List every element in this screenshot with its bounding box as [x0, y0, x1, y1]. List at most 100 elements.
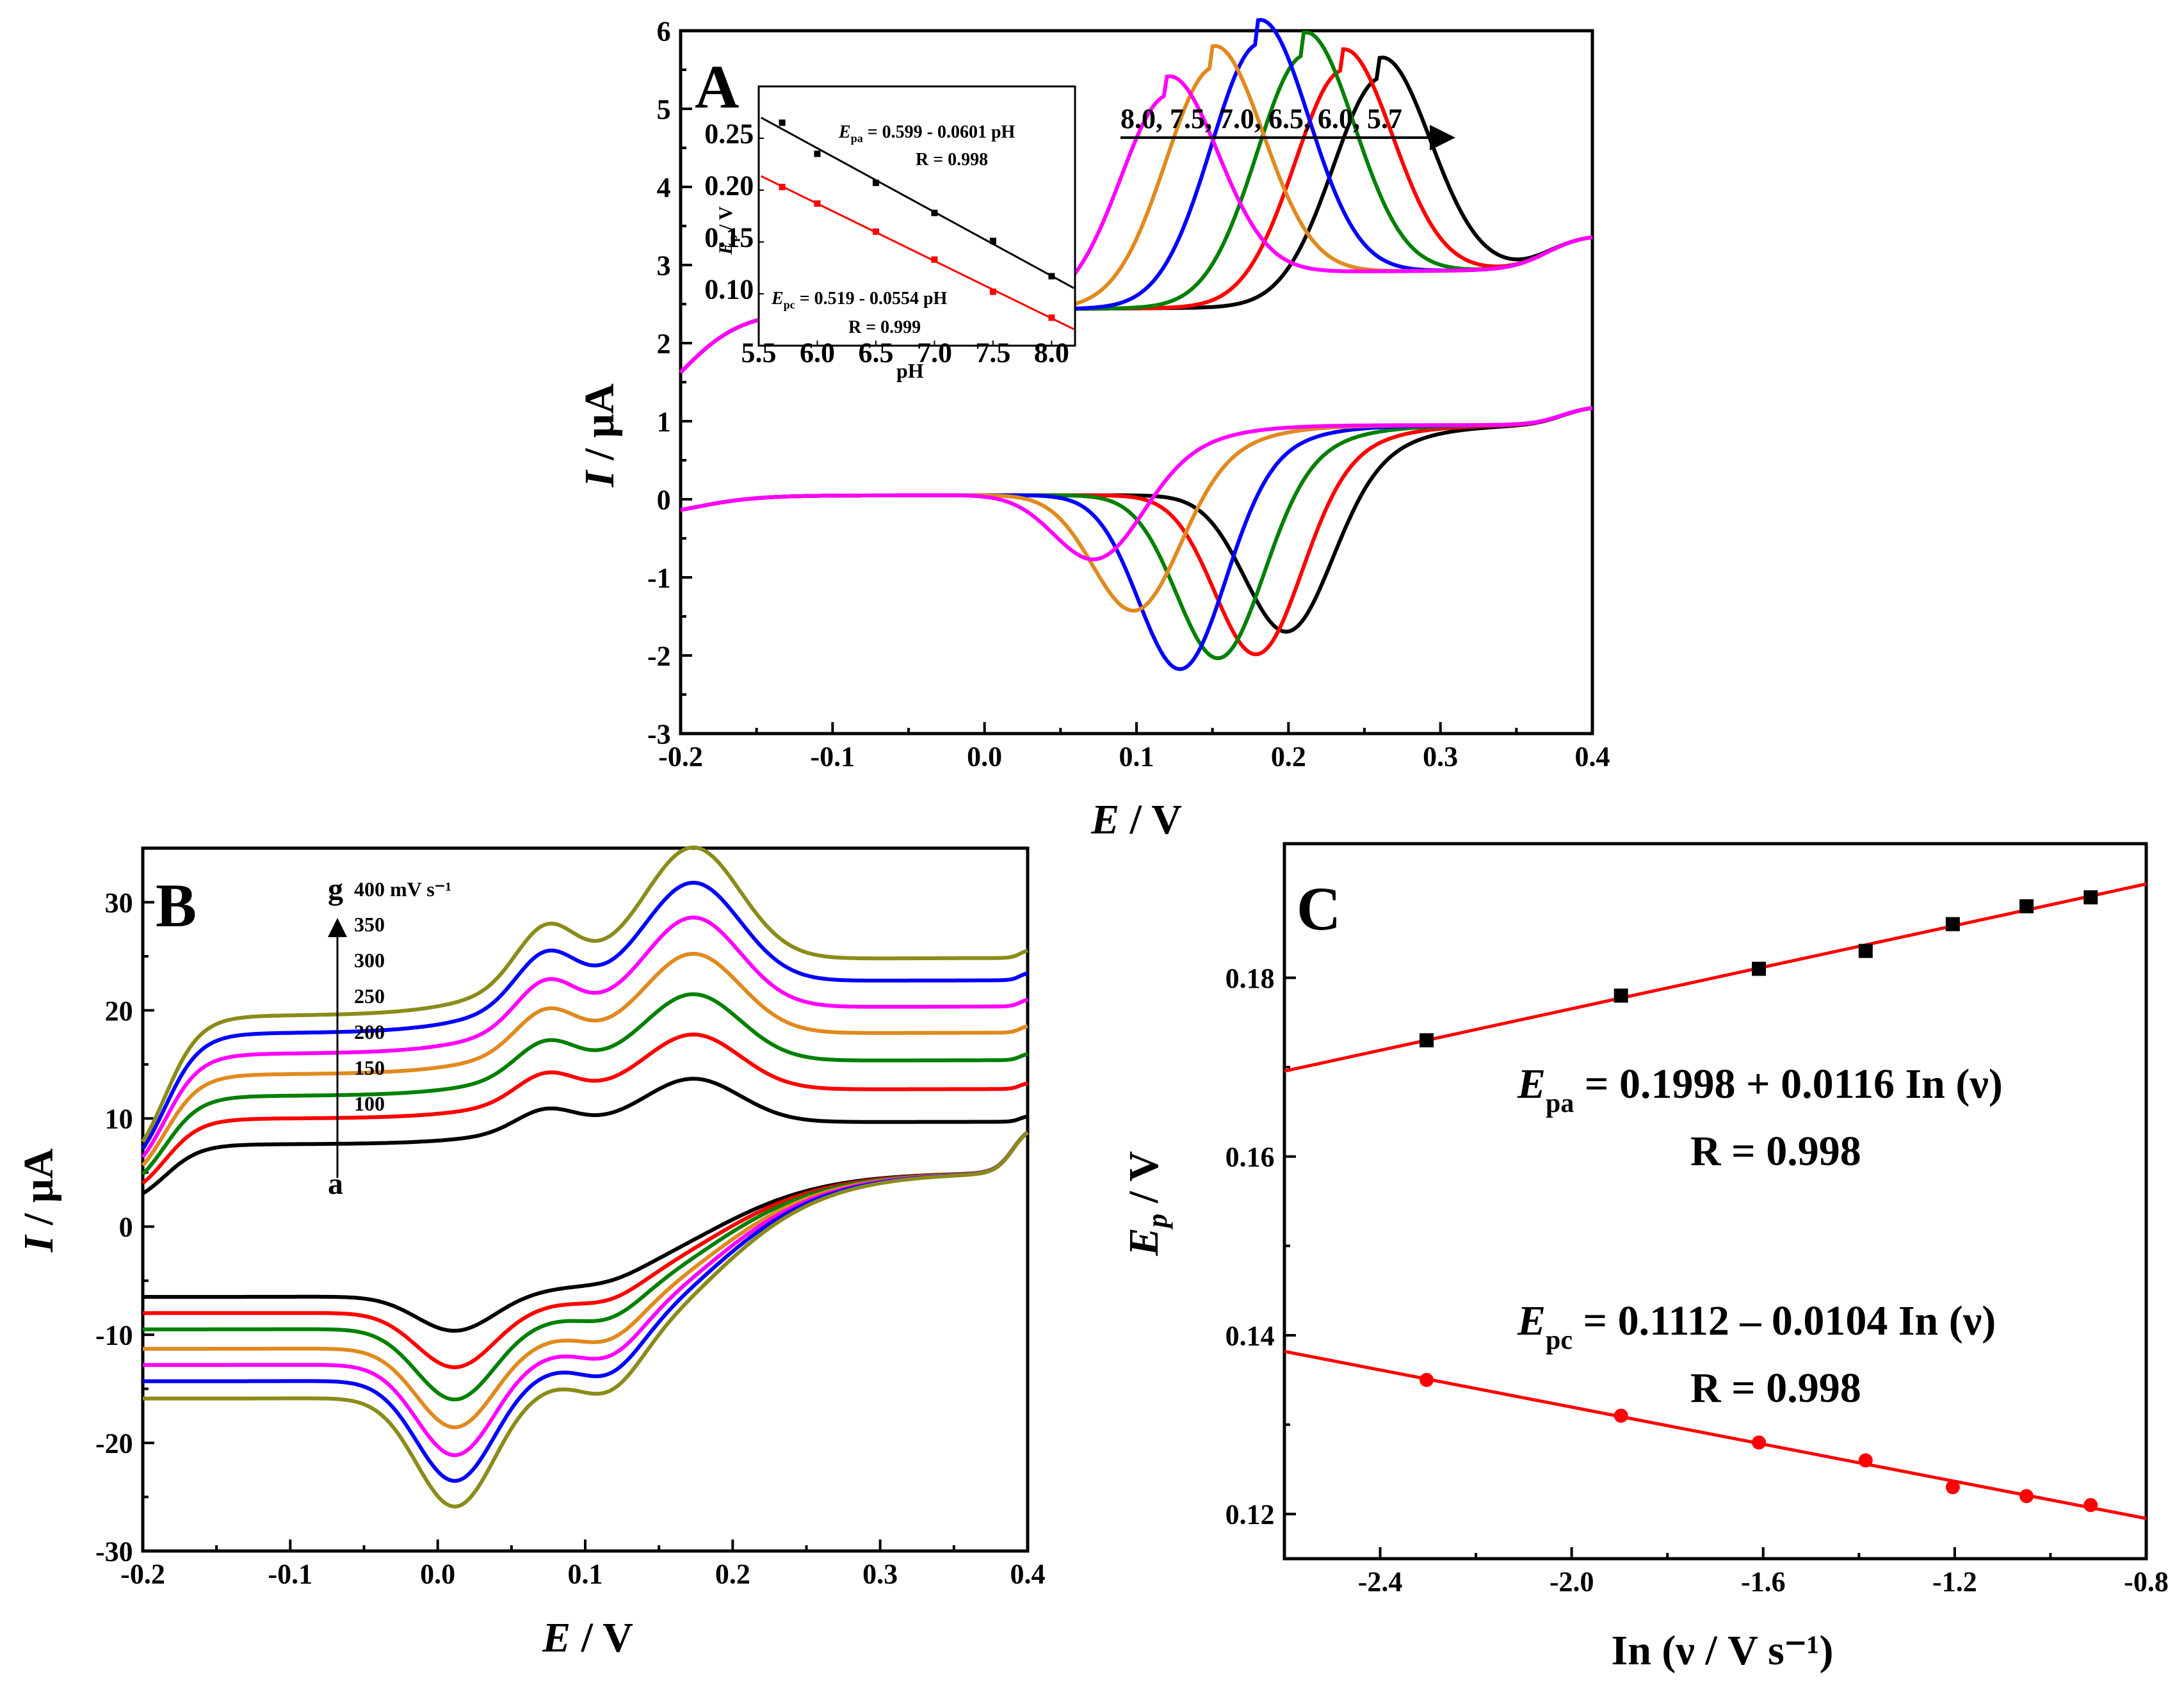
y-tick-label: 4: [657, 172, 671, 203]
x-tick-label: -0.2: [658, 741, 703, 773]
epc-point: [1420, 1372, 1434, 1387]
panel-c-eq-pa: Epa = 0.1998 + 0.0116 In (ν): [1517, 1061, 2003, 1118]
inset-fit-line: [760, 117, 1074, 289]
panel-c-xlabel: In (ν / V s⁻¹): [1612, 1627, 1834, 1674]
ph-order-label: 8.0, 7.5, 7.0, 6.5, 6.0, 5.7: [1120, 103, 1402, 134]
x-tick-label: -0.1: [268, 1559, 313, 1590]
cv-curve-forward: [141, 992, 1028, 1176]
inset-point: [931, 256, 938, 263]
x-tick-label: -2.4: [1358, 1566, 1403, 1598]
inset-eq-pc-r: R = 0.999: [848, 318, 921, 337]
x-tick-label: 0.1: [1119, 741, 1154, 773]
epa-point: [1858, 944, 1873, 958]
y-tick-label: 3: [657, 250, 671, 281]
y-tick-label: 1: [657, 406, 671, 437]
legend-bottom-letter: a: [328, 1167, 343, 1201]
y-tick-label: 0: [119, 1212, 133, 1243]
cv-curve-forward: [141, 915, 1028, 1159]
y-tick-label: 0: [657, 484, 671, 515]
cv-curve-reverse: [143, 1130, 1029, 1509]
inset-point: [779, 184, 786, 191]
cv-curve-forward: [141, 845, 1028, 1143]
epc-point: [1614, 1408, 1628, 1423]
legend-top-letter: g: [328, 872, 343, 906]
inset-point: [814, 150, 821, 157]
epa-point: [1945, 917, 1960, 931]
y-tick-label: 5: [657, 93, 671, 125]
inset-point: [989, 288, 996, 295]
legend-value: 250: [354, 985, 385, 1008]
panel-c-eq-pc: Epc = 0.1112 – 0.0104 In (ν): [1517, 1298, 1996, 1355]
y-tick-label: 30: [105, 887, 133, 919]
y-tick-label: -3: [647, 718, 671, 750]
inset-point: [931, 209, 938, 216]
cv-curve-reverse: [680, 406, 1593, 657]
epc-point: [2083, 1498, 2098, 1513]
legend-value: 300: [354, 949, 385, 972]
cv-curve-forward: [142, 1077, 1028, 1196]
panel-c-ticks: -2.4 -2.0 -1.6 -1.2 -0.8 0.12 0.14 0.16 0.18: [1225, 963, 2169, 1598]
epc-point: [2019, 1489, 2034, 1504]
legend-value: 100: [354, 1092, 385, 1115]
panel-b-curves: [141, 845, 1029, 1509]
y-tick-label: 20: [105, 995, 133, 1027]
panel-a-letter: A: [695, 52, 739, 121]
panel-c-frame: [1282, 842, 2148, 1561]
panel-b-ticks: -0.2 -0.1 0.0 0.1 0.2 0.3 0.4 -30 -20 -10 0 10 20 30: [95, 887, 1046, 1590]
x-tick-label: -0.8: [2124, 1566, 2169, 1598]
inset-plot: [760, 117, 1074, 330]
legend-value: 150: [354, 1056, 385, 1079]
x-tick-label: 7.0: [917, 337, 952, 368]
x-tick-label: -0.2: [120, 1559, 165, 1590]
legend-value: 350: [354, 913, 385, 936]
x-tick-label: 0.0: [420, 1559, 455, 1590]
legend-top-value: 400 mV s⁻¹: [354, 878, 451, 901]
x-tick-label: 0.2: [1271, 741, 1306, 773]
inset-ylabel: Ep / V: [715, 206, 740, 255]
cv-curve-reverse: [143, 1130, 1029, 1483]
panel-a-ticks: -0.2 -0.1 0.0 0.1 0.2 0.3 0.4 -3 -2 -1 0 1 2 3 4 5 6: [647, 15, 1610, 772]
cv-curve-forward: [141, 880, 1028, 1150]
legend-value: 200: [354, 1020, 385, 1043]
x-tick-label: 0.3: [862, 1559, 898, 1590]
inset-point: [989, 237, 996, 245]
panel-b-letter: B: [156, 871, 197, 940]
y-tick-label: 2: [657, 328, 671, 359]
y-tick-label: 0.20: [704, 170, 754, 202]
fit-line: [1284, 882, 2147, 1073]
y-tick-label: -1: [647, 562, 671, 593]
x-tick-label: 6.5: [858, 337, 893, 368]
panel-c-ylabel: Ep / V: [1120, 1151, 1173, 1257]
inset-point: [779, 119, 786, 126]
epc-point: [1858, 1453, 1873, 1468]
y-tick-label: 0.18: [1225, 963, 1275, 994]
x-tick-label: -2.0: [1549, 1566, 1594, 1598]
x-tick-label: -1.2: [1932, 1566, 1977, 1598]
x-tick-label: 8.0: [1034, 337, 1069, 368]
epc-point: [1752, 1435, 1767, 1450]
y-tick-label: -20: [95, 1427, 133, 1459]
panel-c-letter: C: [1297, 874, 1341, 943]
cv-curve-reverse: [680, 406, 1593, 661]
inset-frame: [757, 85, 1076, 347]
epa-point: [2019, 899, 2034, 913]
panel-b-ylabel: I / μA: [15, 1148, 62, 1253]
panel-b-xlabel: E / V: [542, 1614, 633, 1661]
inset-xlabel: pH: [896, 359, 924, 382]
epc-point: [1945, 1480, 1960, 1495]
x-tick-label: -0.1: [811, 741, 855, 773]
inset-point: [1048, 314, 1055, 321]
panel-c: -2.4 -2.0 -1.6 -1.2 -0.8 0.12 0.14 0.16 0.18 C E…: [1120, 842, 2169, 1674]
inset-fit-line: [760, 175, 1074, 330]
panel-a: -0.2 -0.1 0.0 0.1 0.2 0.3 0.4 -3 -2 -1 0 1 2 3 4 5 6 A 8…: [576, 15, 1610, 843]
x-tick-label: 0.1: [568, 1559, 603, 1590]
y-tick-label: -30: [95, 1536, 133, 1567]
inset-ticks: 5.5 6.0 6.5 7.0 7.5 8.0 0.10 0.15 0.20 0.25: [704, 118, 1069, 369]
y-tick-label: 0.14: [1225, 1320, 1275, 1351]
y-tick-label: 0.16: [1225, 1141, 1275, 1173]
x-tick-label: 0.4: [1010, 1559, 1046, 1590]
y-tick-label: 10: [105, 1104, 133, 1135]
epa-point: [1752, 961, 1767, 976]
inset-point: [1048, 273, 1055, 280]
